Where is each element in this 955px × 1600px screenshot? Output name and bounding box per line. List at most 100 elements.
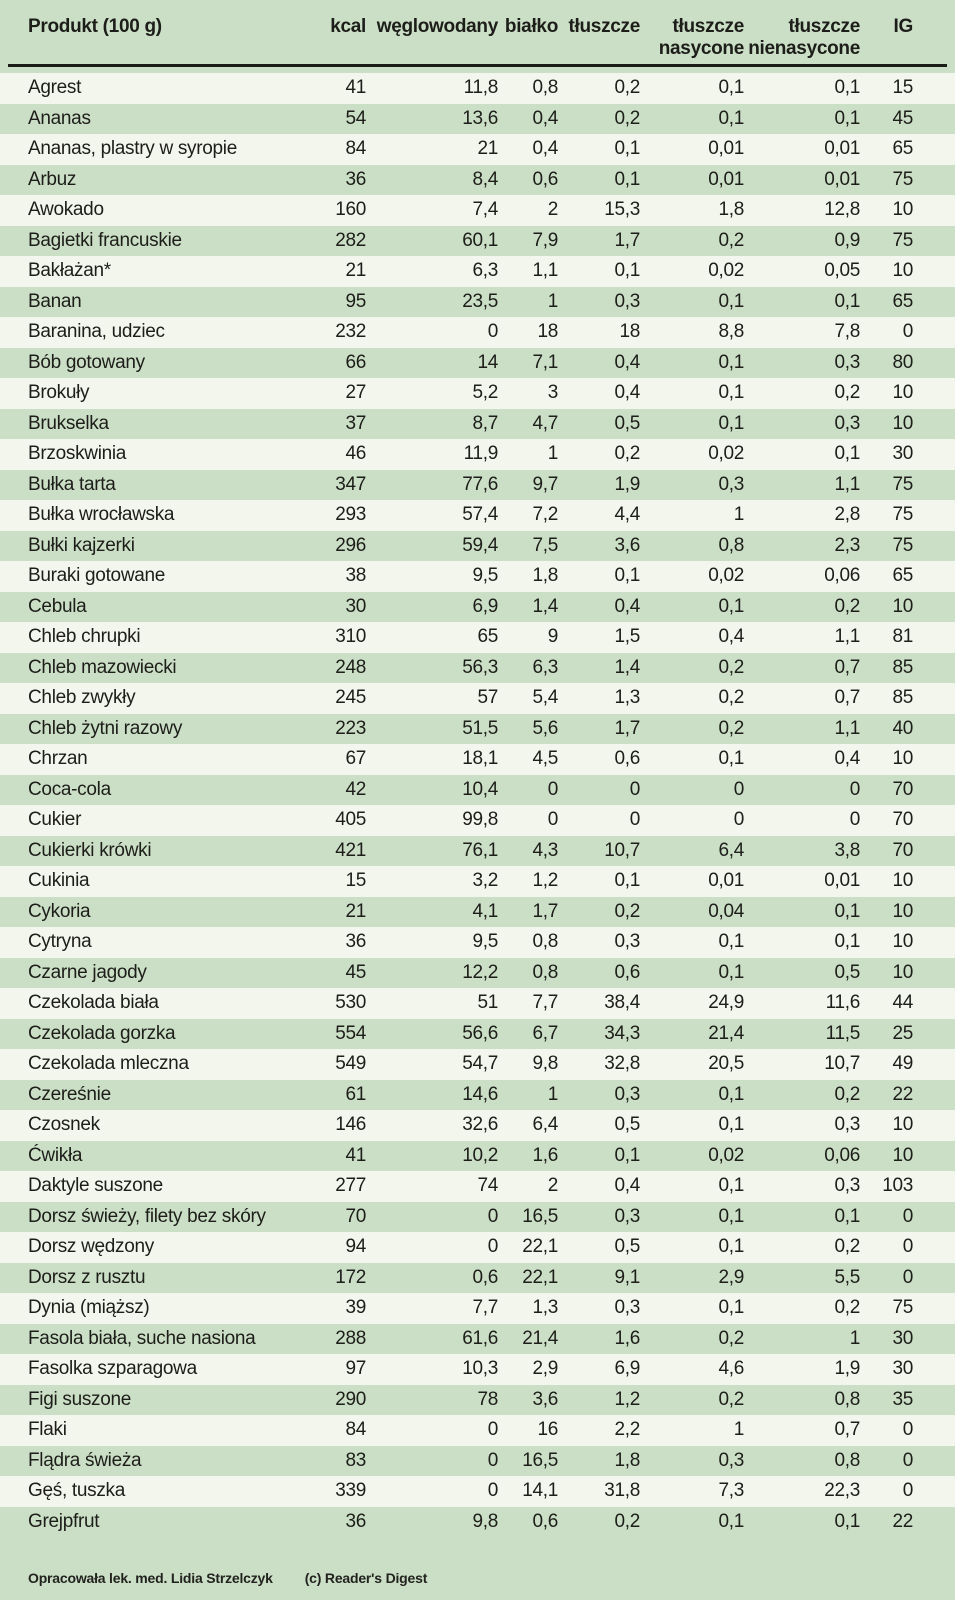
value-cell: 60,1 (462, 229, 498, 251)
value-cell: 27 (345, 382, 366, 403)
value-cell: 0,1 (834, 107, 860, 129)
value-cell: 74 (477, 1175, 498, 1196)
value-cell: 0 (902, 1419, 913, 1440)
product-name-cell: Chrzan (28, 748, 88, 769)
value-cell: 95 (345, 290, 366, 312)
table-row: Czekolada mleczna 549 54,7 9,8 32,8 20,5 10,7 4… (0, 1049, 955, 1080)
value-cell: 0,6 (532, 168, 558, 190)
product-name-cell: Brzoskwinia (28, 443, 127, 464)
value-cell: 0 (487, 1205, 498, 1227)
value-cell: 85 (892, 656, 913, 678)
value-cell: 0,1 (614, 1144, 640, 1166)
value-cell: 10 (892, 900, 913, 922)
value-cell: 6,4 (718, 839, 744, 861)
product-name-cell: Buraki gotowane (28, 565, 166, 586)
value-cell: 0,4 (614, 1175, 640, 1196)
value-cell: 1 (547, 1083, 558, 1105)
value-cell: 54 (345, 107, 366, 129)
value-cell: 11,9 (463, 443, 498, 464)
column-header-product: Produkt (100 g) (28, 16, 162, 37)
table-row: Cebula 30 6,9 1,4 0,4 0,1 0,2 10 (0, 592, 955, 623)
value-cell: 59,4 (462, 534, 498, 556)
value-cell: 160 (335, 199, 366, 220)
value-cell: 8,4 (472, 168, 498, 190)
product-name-cell: Grejpfrut (28, 1510, 100, 1532)
value-cell: 0,8 (834, 1388, 860, 1410)
value-cell: 0 (547, 809, 558, 830)
value-cell: 65 (892, 290, 913, 312)
table-row: Awokado 160 7,4 2 15,3 1,8 12,8 10 (0, 195, 955, 226)
value-cell: 0,3 (834, 351, 860, 373)
value-cell: 7,9 (532, 229, 558, 251)
value-cell: 0,9 (834, 229, 860, 251)
table-header-row: Produkt (100 g) kcal węglowodany białko … (0, 0, 955, 64)
value-cell: 9,8 (532, 1053, 558, 1074)
value-cell: 146 (335, 1114, 366, 1135)
footer-copyright: (c) Reader's Digest (304, 1570, 428, 1586)
value-cell: 0,4 (718, 626, 744, 647)
value-cell: 223 (335, 717, 366, 739)
value-cell: 30 (892, 1327, 913, 1349)
value-cell: 10 (892, 382, 913, 403)
table-row: Buraki gotowane 38 9,5 1,8 0,1 0,02 0,06 65 (0, 561, 955, 592)
value-cell: 32,6 (462, 1114, 498, 1135)
value-cell: 0,1 (834, 290, 860, 312)
value-cell: 10,7 (824, 1053, 860, 1074)
value-cell: 12,8 (824, 199, 860, 220)
value-cell: 0,1 (834, 443, 860, 464)
value-cell: 36 (345, 1510, 366, 1532)
value-cell: 16,5 (522, 1449, 558, 1471)
value-cell: 4,6 (718, 1358, 744, 1379)
table-row: Figi suszone 290 78 3,6 1,2 0,2 0,8 35 (0, 1385, 955, 1416)
value-cell: 0,02 (708, 443, 744, 464)
product-name-cell: Cytryna (28, 931, 92, 952)
value-cell: 22,1 (522, 1236, 558, 1257)
value-cell: 10 (892, 870, 913, 891)
value-cell: 0,2 (718, 656, 744, 678)
table-row: Brukselka 37 8,7 4,7 0,5 0,1 0,3 10 (0, 409, 955, 440)
value-cell: 0,1 (834, 1205, 860, 1227)
product-name-cell: Czekolada mleczna (28, 1053, 189, 1074)
value-cell: 0,4 (532, 107, 558, 129)
value-cell: 21 (345, 900, 366, 922)
value-cell: 45 (345, 961, 366, 983)
value-cell: 1,7 (614, 717, 640, 739)
value-cell: 10,4 (462, 778, 498, 800)
table-row: Cukier 405 99,8 0 0 0 0 70 (0, 805, 955, 836)
value-cell: 7,7 (472, 1297, 498, 1318)
product-name-cell: Dorsz świeży, filety bez skóry (28, 1205, 266, 1227)
value-cell: 554 (335, 1022, 366, 1044)
value-cell: 0,02 (708, 1144, 744, 1166)
value-cell: 10 (892, 595, 913, 617)
value-cell: 80 (892, 351, 913, 373)
value-cell: 10,3 (462, 1358, 498, 1379)
value-cell: 22 (892, 1510, 913, 1532)
value-cell: 0,4 (834, 748, 860, 769)
value-cell: 0,8 (834, 1449, 860, 1471)
value-cell: 0 (849, 778, 860, 800)
value-cell: 18 (537, 321, 558, 342)
value-cell: 0 (487, 1419, 498, 1440)
value-cell: 0,06 (824, 1144, 860, 1166)
value-cell: 15 (892, 77, 913, 98)
value-cell: 37 (345, 412, 366, 434)
table-row: Bób gotowany 66 14 7,1 0,4 0,1 0,3 80 (0, 348, 955, 379)
value-cell: 0,2 (718, 1388, 744, 1410)
value-cell: 18,1 (462, 748, 498, 769)
value-cell: 22,1 (522, 1266, 558, 1288)
value-cell: 0,2 (718, 1327, 744, 1349)
table-row: Cukinia 15 3,2 1,2 0,1 0,01 0,01 10 (0, 866, 955, 897)
value-cell: 339 (335, 1480, 366, 1501)
value-cell: 0,1 (718, 1205, 744, 1227)
table-row: Chleb żytni razowy 223 51,5 5,6 1,7 0,2 1,1 40 (0, 714, 955, 745)
value-cell: 0 (629, 778, 640, 800)
value-cell: 0,7 (834, 1419, 860, 1440)
value-cell: 9,5 (472, 931, 498, 952)
value-cell: 84 (345, 1419, 366, 1440)
value-cell: 11,5 (825, 1022, 860, 1044)
value-cell: 0,8 (718, 534, 744, 556)
product-name-cell: Czekolada biała (28, 992, 159, 1013)
value-cell: 14,1 (522, 1480, 558, 1501)
value-cell: 36 (345, 931, 366, 952)
